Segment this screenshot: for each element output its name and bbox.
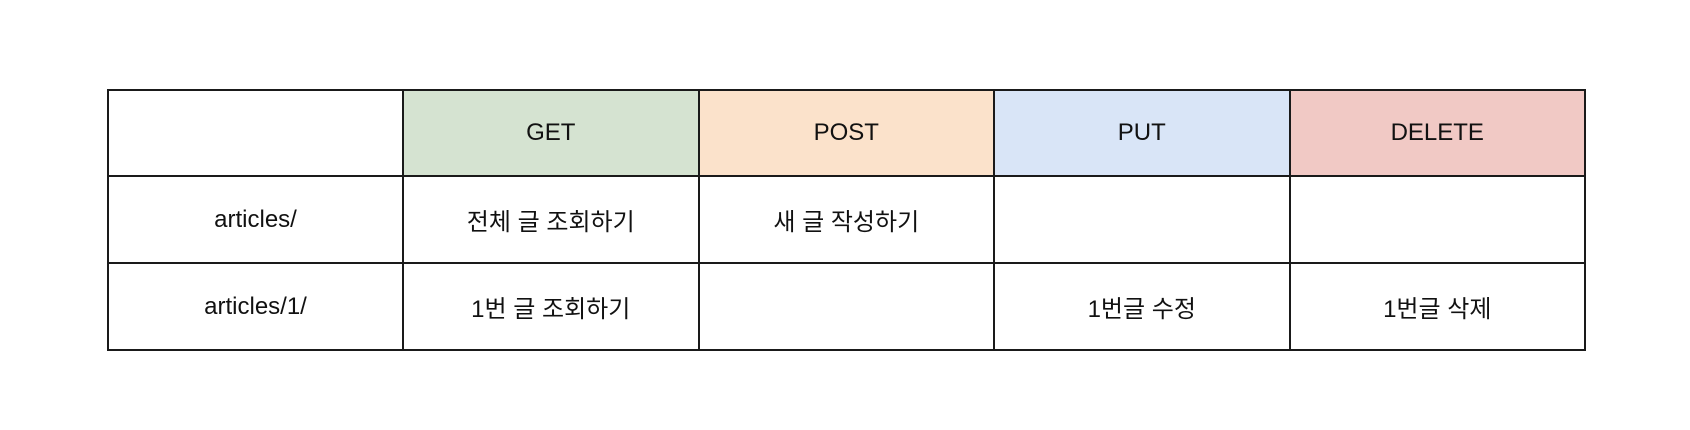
table-cell: 1번글 삭제 (1288, 262, 1586, 351)
api-routes-table: GET POST PUT DELETE articles/ 전체 글 조회하기 … (107, 89, 1586, 351)
corner-cell (107, 89, 404, 177)
table-cell: 새 글 작성하기 (697, 175, 995, 264)
table-cell: 1번 글 조회하기 (402, 262, 700, 351)
table-row: articles/1/ 1번 글 조회하기 1번글 수정 1번글 삭제 (107, 262, 1586, 351)
method-header-delete: DELETE (1288, 89, 1586, 177)
table-cell (697, 262, 995, 351)
path-cell: articles/1/ (107, 262, 404, 351)
table-cell (993, 175, 1291, 264)
method-header-post: POST (697, 89, 995, 177)
table-cell: 전체 글 조회하기 (402, 175, 700, 264)
header-row: GET POST PUT DELETE (107, 89, 1586, 177)
table-row: articles/ 전체 글 조회하기 새 글 작성하기 (107, 175, 1586, 264)
method-header-put: PUT (993, 89, 1291, 177)
method-header-get: GET (402, 89, 700, 177)
api-routes-diagram: GET POST PUT DELETE articles/ 전체 글 조회하기 … (107, 89, 1586, 351)
table-cell (1288, 175, 1586, 264)
path-cell: articles/ (107, 175, 404, 264)
table-cell: 1번글 수정 (993, 262, 1291, 351)
